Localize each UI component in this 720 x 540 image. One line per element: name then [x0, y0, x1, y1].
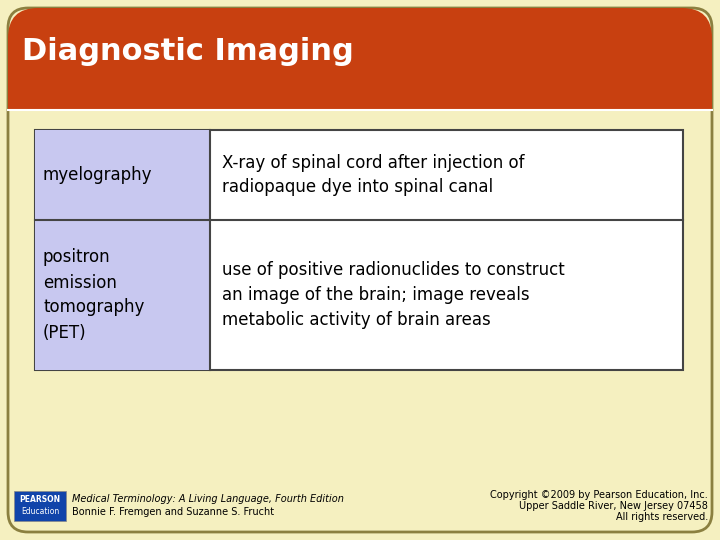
Text: X-ray of spinal cord after injection of
radiopaque dye into spinal canal: X-ray of spinal cord after injection of …	[222, 153, 524, 197]
Bar	[8, 58, 712, 110]
Bar	[35, 220, 210, 370]
FancyBboxPatch shape	[8, 8, 712, 108]
Text: positron
emission
tomography
(PET): positron emission tomography (PET)	[43, 248, 145, 341]
Text: Diagnostic Imaging: Diagnostic Imaging	[22, 37, 354, 66]
Text: Upper Saddle River, New Jersey 07458: Upper Saddle River, New Jersey 07458	[519, 501, 708, 511]
Text: myelography: myelography	[43, 166, 153, 184]
Text: Bonnie F. Fremgen and Suzanne S. Frucht: Bonnie F. Fremgen and Suzanne S. Frucht	[72, 507, 274, 517]
Text: Copyright ©2009 by Pearson Education, Inc.: Copyright ©2009 by Pearson Education, In…	[490, 490, 708, 500]
Text: Education: Education	[21, 508, 59, 516]
Text: use of positive radionuclides to construct
an image of the brain; image reveals
: use of positive radionuclides to constru…	[222, 261, 564, 329]
Bar	[14, 491, 66, 521]
Text: PEARSON: PEARSON	[19, 496, 60, 504]
FancyBboxPatch shape	[8, 8, 712, 532]
Text: Medical Terminology: A Living Language, Fourth Edition: Medical Terminology: A Living Language, …	[72, 494, 344, 504]
Text: All rights reserved.: All rights reserved.	[616, 512, 708, 522]
Bar	[35, 130, 210, 220]
Bar	[35, 130, 683, 370]
